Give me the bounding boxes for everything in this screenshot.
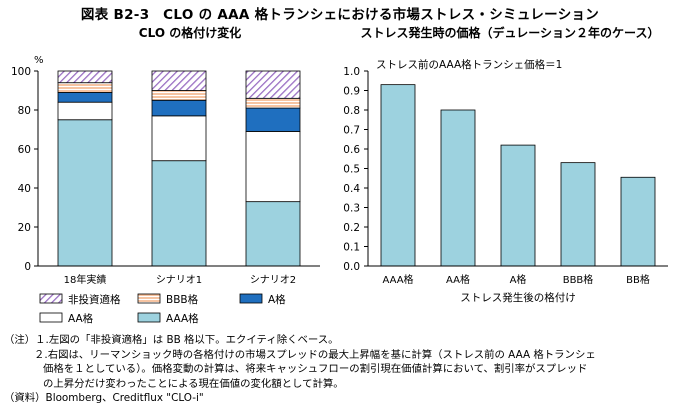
- left-bar-segment: [57, 92, 113, 103]
- left-y-tick-label: 40: [18, 183, 31, 195]
- note-line-5: （資料）Bloomberg、Creditflux "CLO-i": [4, 392, 204, 405]
- right-bar: [560, 162, 596, 267]
- left-y-tick-label: 20: [18, 222, 31, 234]
- left-y-tick-label: 60: [18, 144, 31, 156]
- right-y-tick-label: 0.5: [343, 164, 360, 176]
- right-y-tick-label: 1.0: [343, 66, 360, 78]
- right-y-tick-label: 0.9: [343, 86, 360, 98]
- left-legend-label: BBB格: [166, 293, 199, 306]
- left-legend-swatch: [239, 293, 263, 304]
- left-bar-segment: [245, 107, 301, 132]
- left-bar-segment: [57, 82, 113, 93]
- left-legend-swatch: [39, 312, 63, 323]
- left-y-tick-label: 100: [11, 66, 31, 78]
- left-legend-label: A格: [268, 293, 286, 306]
- right-bar: [620, 176, 656, 267]
- right-x-axis-label: ストレス発生後の格付け: [460, 291, 576, 304]
- right-x-tick-label: AA格: [446, 273, 470, 286]
- left-bar-segment: [57, 70, 113, 84]
- left-y-tick-label: 0: [24, 261, 31, 273]
- note-line-3: 価格を１としている）。価格変動の計算は、将来キャッシュフローの割引現在価値計算に…: [43, 363, 588, 376]
- left-bar-segment: [151, 160, 207, 267]
- left-x-tick-label: 18年実績: [64, 273, 107, 286]
- right-y-tick-label: 0.1: [343, 242, 360, 254]
- left-bar-segment: [151, 90, 207, 101]
- note-line-4: の上昇分だけ変わったことによる現在価値の変化額として計算。: [43, 377, 344, 390]
- left-bar-segment: [151, 70, 207, 91]
- right-chart-title: ストレス発生時の価格（デュレーション２年のケース）: [360, 26, 660, 40]
- left-x-tick-label: シナリオ2: [250, 274, 296, 286]
- figure-title: 図表 B2-3 CLO の AAA 格トランシェにおける市場ストレス・シミュレー…: [80, 7, 600, 23]
- left-stacked-chart: % 0 20 40 60 80 100 18年実績 シナリオ1 シナリオ2 非投資適格 BBB格 A格 A…: [11, 55, 320, 325]
- left-bar-segment: [57, 119, 113, 267]
- right-y-tick-label: 0.2: [343, 222, 360, 234]
- right-annotation: ストレス前のAAA格トランシェ価格＝1: [376, 58, 562, 71]
- right-x-tick-label: AAA格: [382, 273, 413, 286]
- left-bar-segment: [245, 97, 301, 109]
- right-bar: [380, 84, 416, 267]
- left-legend-swatch: [39, 293, 63, 304]
- left-bar-segment: [57, 101, 113, 121]
- left-legend-label: 非投資適格: [68, 293, 121, 306]
- right-x-tick-label: BBB格: [563, 273, 594, 286]
- right-x-tick-label: BB格: [626, 273, 650, 286]
- right-y-tick-label: 0.4: [343, 183, 360, 195]
- right-bar-chart: 0.0 0.1 0.2 0.3 0.4 0.5 0.6 0.7 0.8 0.9 1.0 ストレス前のA…: [343, 58, 668, 304]
- right-bar: [500, 144, 536, 267]
- right-y-tick-label: 0.7: [343, 125, 360, 137]
- left-unit-label: %: [34, 55, 44, 66]
- note-line-2: ２.右図は、リーマンショック時の各格付けの市場スプレッドの最大上昇幅を基に計算（…: [34, 348, 596, 361]
- left-x-tick-label: シナリオ1: [156, 274, 202, 286]
- left-legend-swatch: [137, 293, 161, 304]
- left-bar-segment: [151, 115, 207, 162]
- left-legend-label: AAA格: [166, 312, 199, 325]
- left-legend-label: AA格: [68, 312, 94, 325]
- left-bar-segment: [245, 201, 301, 267]
- right-y-tick-label: 0.8: [343, 105, 360, 117]
- left-chart-title: CLO の格付け変化: [138, 26, 242, 40]
- left-bar-segment: [245, 70, 301, 99]
- left-bar-segment: [151, 99, 207, 117]
- right-x-tick-label: A格: [510, 273, 527, 286]
- note-line-1: （注）１.左図の「非投資適格」は BB 格以下。エクイティ除くベース。: [4, 334, 339, 346]
- footnotes: （注）１.左図の「非投資適格」は BB 格以下。エクイティ除くベース。 ２.右図…: [4, 333, 680, 406]
- right-y-tick-label: 0.6: [343, 144, 360, 156]
- right-y-tick-label: 0.0: [343, 261, 360, 273]
- left-bar-segment: [245, 131, 301, 203]
- left-y-tick-label: 80: [18, 105, 31, 117]
- left-legend-swatch: [137, 312, 161, 323]
- right-y-tick-label: 0.3: [343, 203, 360, 215]
- right-bar: [440, 109, 476, 267]
